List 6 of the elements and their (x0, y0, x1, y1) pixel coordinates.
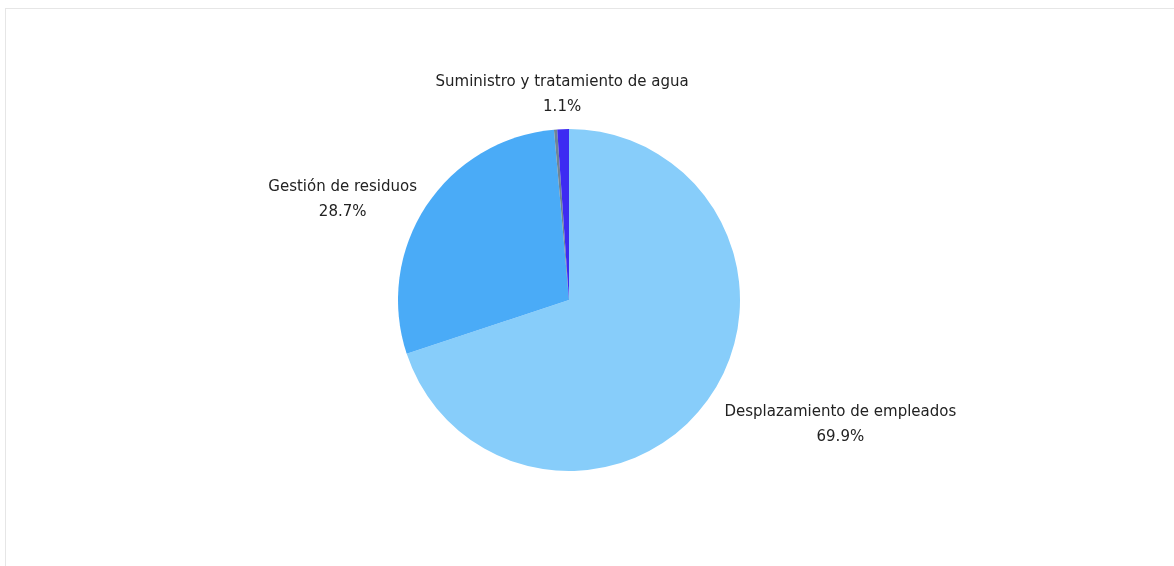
slice-label: Suministro y tratamiento de agua (435, 72, 689, 91)
data-label: 28.7% (318, 201, 367, 220)
data-label: 1.1% (543, 97, 582, 116)
slice-label: Gestión de residuos (268, 176, 418, 195)
slice-label: Desplazamiento de empleados (724, 402, 957, 421)
data-label: 69.9% (816, 427, 865, 446)
